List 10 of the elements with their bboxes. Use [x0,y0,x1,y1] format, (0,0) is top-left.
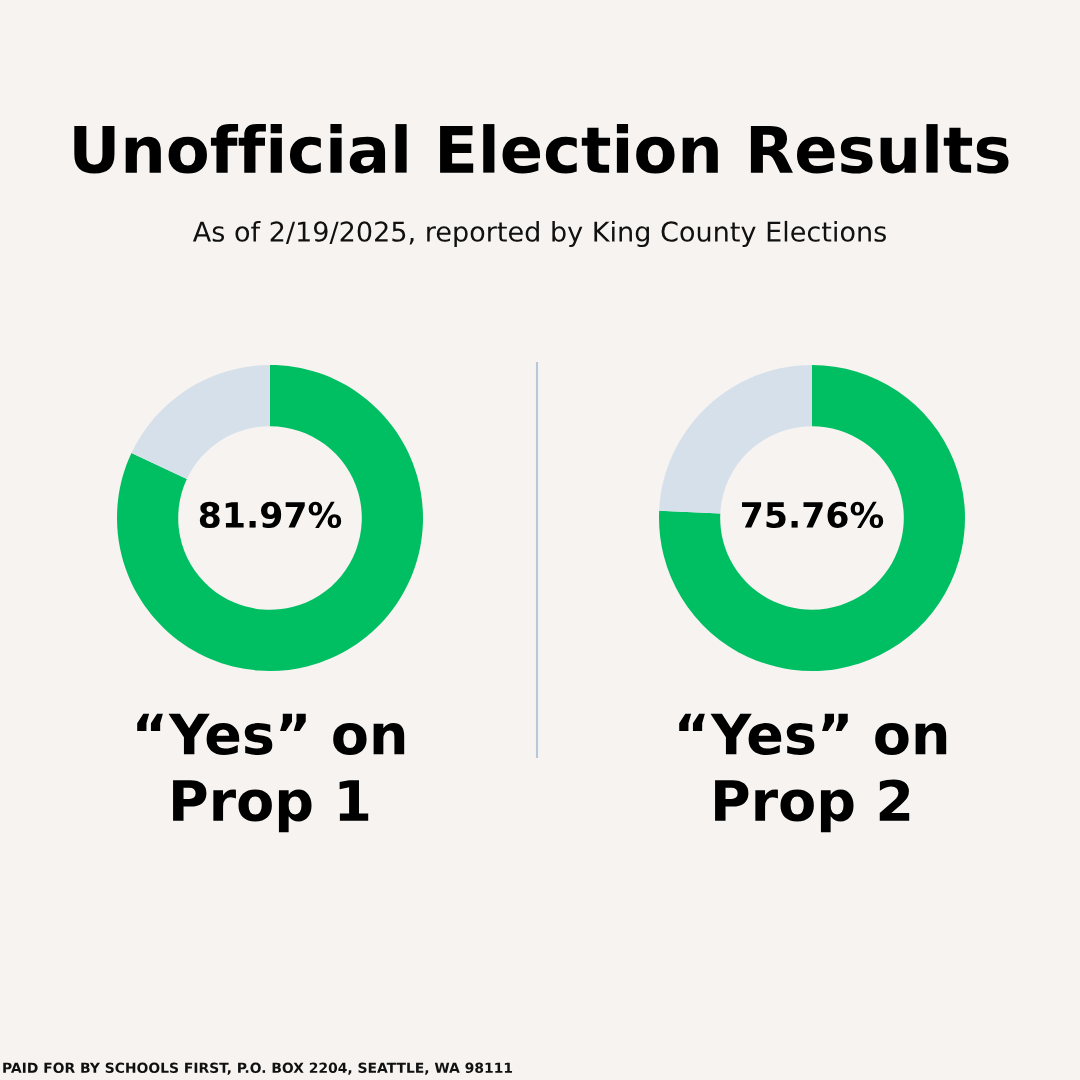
text: “Yes” on Prop 2 [679,713,947,833]
text: As of 2/19/2025, reported by King County Elections [192,220,886,248]
donut-slice [117,365,423,671]
chart-title: Unofficial Election Results [74,124,1009,174]
text: “Yes” on Prop 1 [137,713,405,833]
text: PAID FOR BY SCHOOLS FIRST, P.O. BOX 2204, SEATTLE, WA 98111 [3,1062,513,1075]
data-label: 75.76% [742,501,884,529]
donut-slice [131,365,270,480]
donut-slice [659,365,965,671]
data-label: 81.97% [199,501,342,529]
